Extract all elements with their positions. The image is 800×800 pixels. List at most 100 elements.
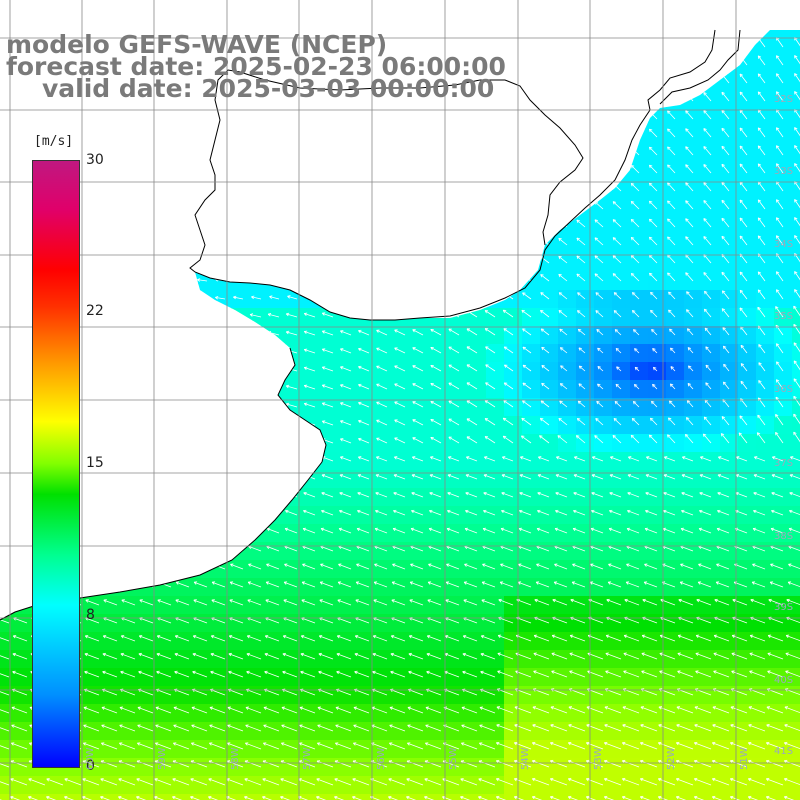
wind-cell [558, 146, 577, 165]
wind-arrow-head [213, 368, 217, 372]
wind-arrow [667, 128, 676, 138]
wind-arrow-head [576, 237, 580, 240]
wind-arrow-head [485, 221, 489, 225]
wind-arrow-head [377, 240, 380, 244]
wind-cell [738, 164, 757, 183]
wind-cell [558, 452, 577, 471]
wind-cell [396, 506, 415, 525]
wind-cell [0, 722, 19, 741]
wind-cell [198, 398, 217, 417]
wind-cell [126, 488, 145, 507]
wind-arrow [376, 365, 388, 372]
wind-cell [360, 542, 379, 561]
wind-cell [522, 740, 541, 759]
wind-cell [180, 452, 199, 471]
wind-arrow-head [484, 310, 487, 314]
wind-arrow-head [87, 351, 91, 354]
wind-arrow-head [722, 20, 725, 21]
wind-arrow-head [685, 38, 687, 42]
wind-cell [234, 506, 253, 525]
wind-arrow-head [179, 242, 183, 245]
wind-arrow-head [794, 217, 798, 220]
wind-arrow-head [159, 404, 163, 407]
wind-cell [378, 218, 397, 237]
wind-arrow [560, 365, 568, 372]
wind-arrow-head [105, 333, 109, 336]
wind-arrow [233, 134, 244, 138]
wind-cell [270, 146, 289, 165]
wind-cell [792, 560, 800, 579]
wind-arrow-head [558, 274, 561, 278]
wind-arrow-head [558, 147, 562, 150]
wind-cell [756, 362, 775, 381]
wind-arrow-head [177, 405, 181, 408]
wind-arrow-head [540, 58, 543, 62]
wind-cell [234, 362, 253, 381]
wind-arrow-head [87, 405, 91, 408]
wind-cell [720, 560, 739, 579]
wind-arrow-head [215, 187, 219, 190]
wind-cell [450, 146, 469, 165]
wind-arrow-head [670, 366, 673, 370]
wind-arrow-head [667, 74, 671, 77]
wind-cell [630, 452, 649, 471]
wind-cell [504, 434, 523, 453]
wind-cell [396, 200, 415, 219]
wind-arrow-head [413, 240, 416, 244]
wind-arrow [412, 365, 424, 372]
wind-arrow [576, 129, 586, 138]
wind-cell [774, 434, 793, 453]
wind-cell [342, 326, 361, 345]
wind-arrow-head [576, 183, 580, 186]
wind-arrow-head [321, 312, 325, 316]
wind-arrow-head [721, 182, 723, 186]
wind-arrow [721, 218, 730, 228]
wind-cell [702, 452, 721, 471]
wind-arrow-head [649, 218, 653, 221]
wind-cell [486, 740, 505, 759]
wind-arrow-head [179, 243, 182, 246]
wind-cell [540, 524, 559, 543]
wind-arrow-head [195, 369, 199, 372]
wind-cell [630, 650, 649, 669]
wind-cell [216, 488, 235, 507]
wind-arrow-head [667, 74, 669, 78]
wind-cell [558, 668, 577, 687]
wind-cell [180, 146, 199, 165]
wind-cell [360, 488, 379, 507]
wind-arrow-head [648, 165, 651, 169]
wind-cell [666, 344, 685, 363]
wind-arrow-head [195, 351, 199, 354]
wind-cell [306, 632, 325, 651]
wind-arrow-head [341, 205, 344, 208]
wind-arrow [395, 186, 406, 192]
wind-cell [468, 200, 487, 219]
wind-arrow-head [634, 367, 637, 371]
wind-cell [144, 596, 163, 615]
wind-cell [576, 650, 595, 669]
wind-cell [756, 308, 775, 327]
wind-arrow-head [578, 365, 581, 369]
wind-cell [270, 722, 289, 741]
wind-cell [558, 506, 577, 525]
wind-cell [360, 794, 379, 800]
wind-arrow [143, 172, 154, 174]
wind-cell [792, 308, 800, 327]
wind-arrow-head [467, 221, 471, 225]
wind-cell [630, 146, 649, 165]
wind-cell [612, 146, 631, 165]
wind-arrow [304, 349, 316, 354]
wind-arrow-head [685, 218, 687, 222]
wind-arrow-head [233, 27, 235, 29]
wind-cell [432, 110, 451, 129]
wind-arrow-head [179, 225, 182, 228]
wind-arrow [141, 406, 154, 408]
wind-arrow [776, 145, 784, 156]
wind-arrow-head [359, 150, 362, 154]
wind-arrow-head [558, 238, 561, 242]
wind-cell [540, 596, 559, 615]
wind-arrow-head [485, 41, 489, 45]
wind-cell [126, 542, 145, 561]
wind-arrow [522, 346, 532, 354]
wind-cell [612, 524, 631, 543]
